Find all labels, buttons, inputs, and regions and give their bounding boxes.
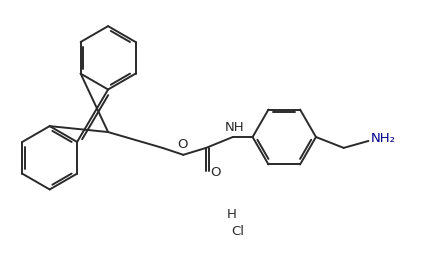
Text: O: O (210, 166, 221, 179)
Text: NH₂: NH₂ (370, 133, 395, 145)
Text: O: O (177, 138, 187, 152)
Text: H: H (226, 208, 236, 221)
Text: Cl: Cl (231, 224, 244, 238)
Text: NH: NH (225, 121, 244, 134)
